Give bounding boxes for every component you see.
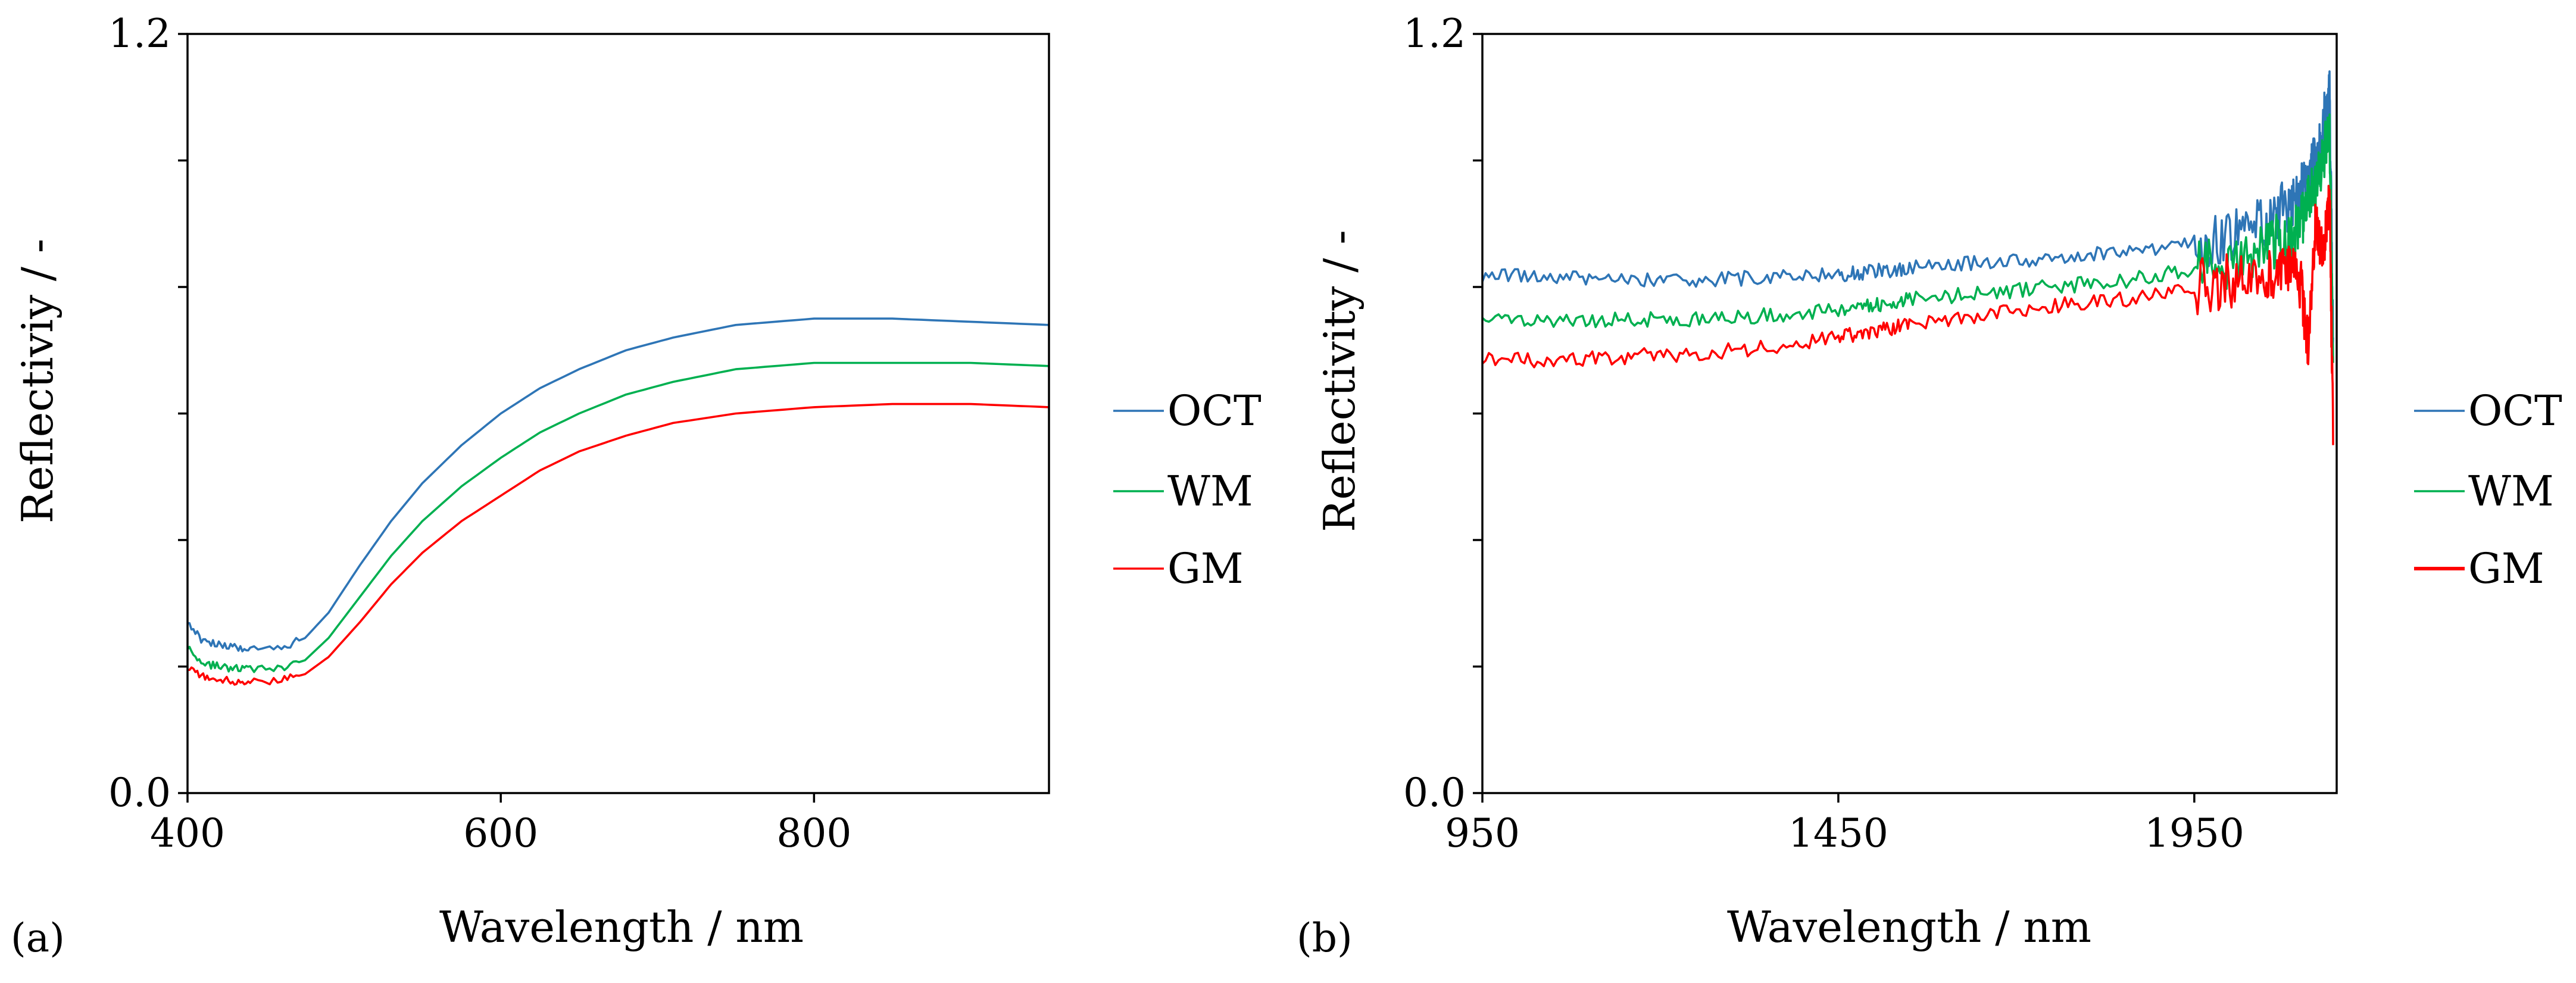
- legend-label-gm: GM: [1167, 544, 1244, 593]
- x-tick-label: 800: [776, 810, 851, 856]
- legend-label-wm: WM: [1167, 467, 1253, 516]
- legend-label-wm: WM: [2468, 467, 2554, 516]
- panel-a-series-oct: [188, 317, 1050, 653]
- panel-b-series-wm: [1481, 113, 2334, 363]
- x-tick-label: 950: [1445, 810, 1520, 856]
- x-tick-label: 1450: [1788, 810, 1888, 856]
- y-tick-label: 0.0: [1403, 770, 1466, 816]
- panel-b-series-gm: [1481, 185, 2334, 445]
- panel-b-plot-frame: [1481, 33, 2338, 794]
- panel-b-ylabel: Reflectivity / -: [1314, 230, 1365, 532]
- panel-a-ylabel: Reflectiviy / -: [13, 239, 63, 523]
- panel-b-label: (b): [1297, 915, 1353, 961]
- panel-b-series-oct: [1481, 70, 2334, 345]
- legend-label-gm: GM: [2468, 544, 2544, 593]
- x-tick-label: 400: [150, 810, 225, 856]
- panel-a-xlabel: Wavelength / nm: [439, 902, 804, 952]
- panel-a: Reflectiviy / - Wavelength / nm (a) 0.0 1…: [11, 11, 1262, 961]
- panel-a-series-wm: [186, 361, 1050, 673]
- panel-a-plot-frame: [186, 33, 1050, 794]
- x-tick-label: 1950: [2144, 810, 2244, 856]
- y-tick-label: 1.2: [108, 11, 171, 57]
- panel-b: Reflectivity / - Wavelength / nm (b) 0.0…: [1297, 11, 2562, 961]
- y-tick-label: 1.2: [1403, 11, 1466, 57]
- x-tick-label: 600: [463, 810, 538, 856]
- panel-b-xlabel: Wavelength / nm: [1727, 902, 2091, 952]
- panel-a-series-gm: [187, 402, 1050, 686]
- legend-label-oct: OCT: [1167, 386, 1262, 435]
- legend-label-oct: OCT: [2468, 386, 2562, 435]
- panel-a-label: (a): [11, 915, 65, 961]
- y-tick-label: 0.0: [108, 770, 171, 816]
